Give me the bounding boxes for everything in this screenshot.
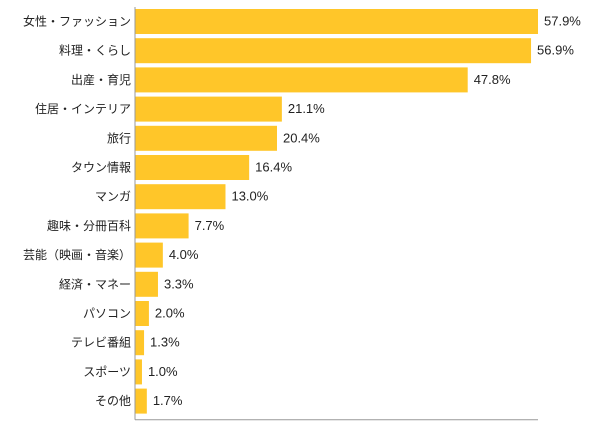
category-label: パソコン [83,307,131,321]
value-label: 7.7% [195,218,225,233]
bar [135,301,149,326]
bar [135,330,145,356]
value-label: 3.3% [164,276,194,291]
category-label: 料理・くらし [59,44,131,58]
bar [135,271,158,297]
bar [135,359,142,385]
category-label: 経済・マネー [59,276,131,291]
bar [135,242,163,268]
category-label: 芸能（映画・音楽） [23,247,131,262]
value-label: 1.7% [153,393,183,408]
category-label: マンガ [95,190,131,204]
value-label: 2.0% [155,306,185,321]
category-label: その他 [95,394,131,408]
bar [135,155,250,180]
category-label: スポーツ [83,365,131,379]
category-label: 出産・育児 [71,72,131,87]
value-label: 21.1% [288,101,325,116]
labels-group: 女性・ファッション 57.9% 料理・くらし 56.9% 出産・育児 47.8% 住居・イン… [23,14,581,409]
bar [135,67,468,93]
category-label: 趣味・分冊百科 [47,218,131,233]
category-label: タウン情報 [71,161,131,175]
bar [135,388,147,414]
axes-group [134,7,538,421]
bar [135,184,226,210]
category-label: 旅行 [107,131,131,145]
bar [135,125,277,151]
category-label: テレビ番組 [71,336,131,350]
value-label: 16.4% [255,160,292,175]
bars-group [135,9,538,414]
value-label: 4.0% [169,247,199,262]
value-label: 57.9% [544,14,581,29]
bar [135,38,532,64]
value-label: 20.4% [283,130,320,145]
value-label: 47.8% [474,72,511,87]
category-label: 住居・インテリア [35,102,131,116]
bar [135,9,538,34]
value-label: 1.3% [150,335,180,350]
category-label: 女性・ファッション [23,14,131,29]
value-label: 13.0% [231,189,268,204]
bar [135,213,189,239]
value-label: 1.0% [148,364,178,379]
value-label: 56.9% [537,43,574,58]
bar [135,96,282,122]
